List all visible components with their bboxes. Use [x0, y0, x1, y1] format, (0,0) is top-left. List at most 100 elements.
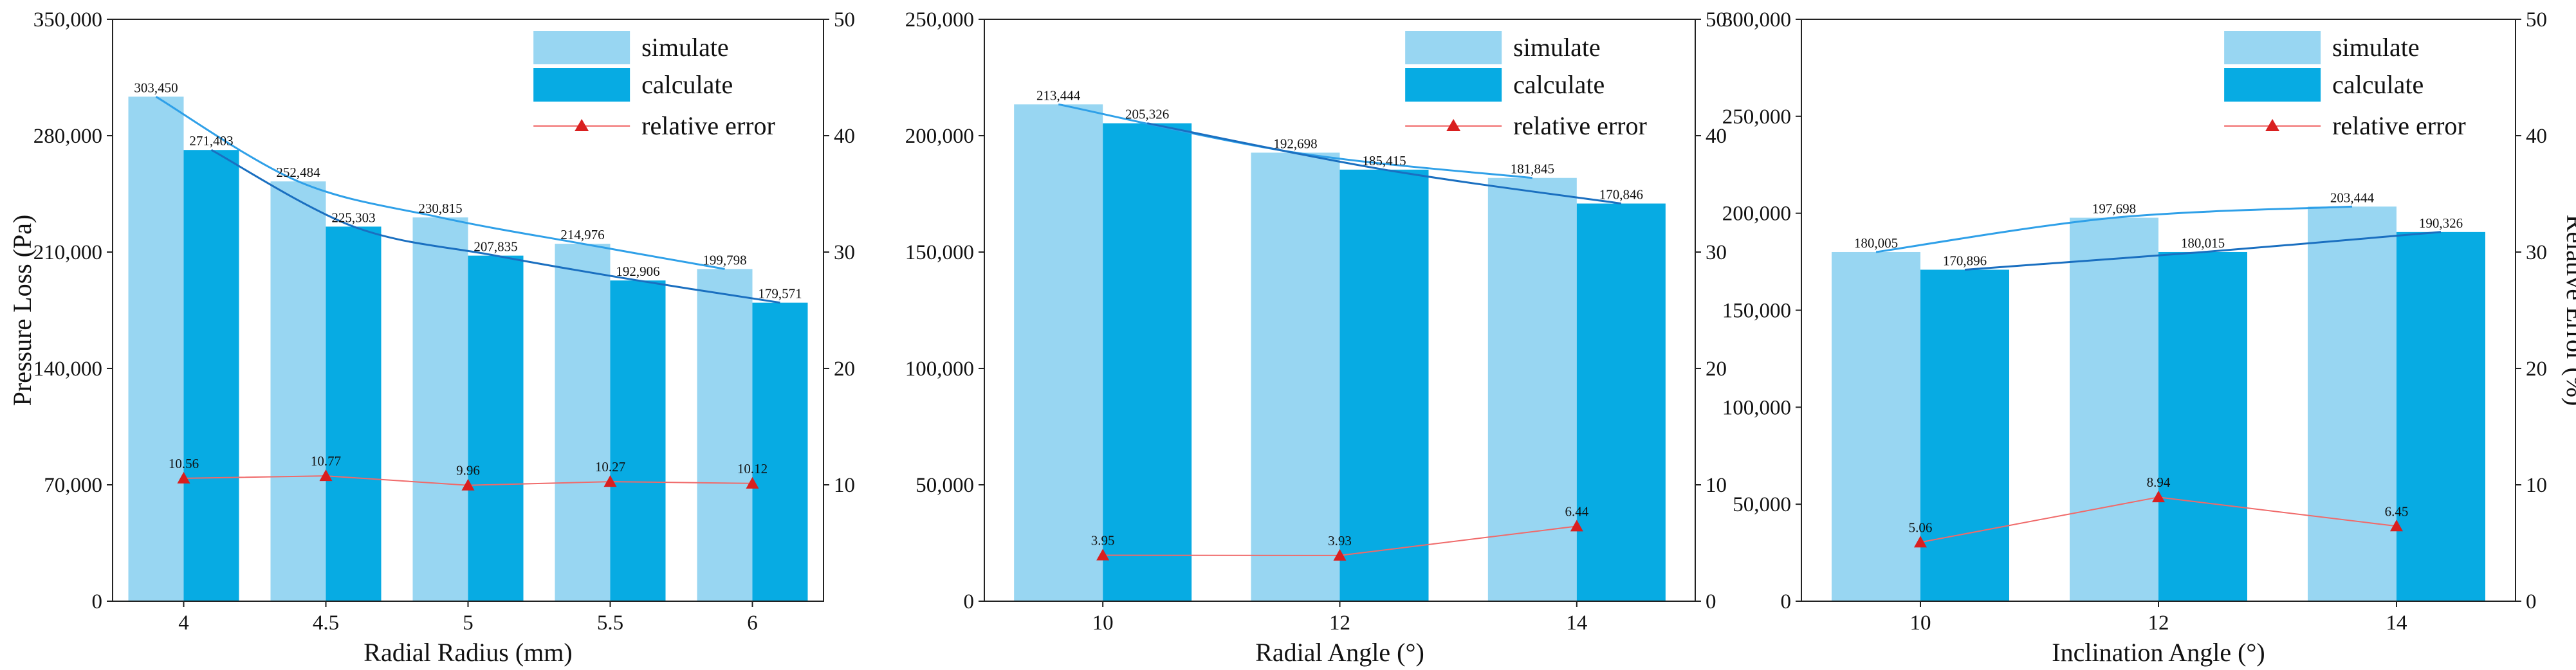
x-axis-label: Radial Angle (°)	[1255, 638, 1424, 667]
legend-marker-error	[2265, 119, 2280, 131]
error-marker	[1914, 536, 1927, 548]
x-axis-label: Radial Radius (mm)	[363, 638, 572, 667]
y2-tick-label: 30	[834, 241, 855, 264]
error-marker	[603, 475, 617, 487]
y-tick-label: 200,000	[905, 125, 974, 148]
bar-calculate	[326, 226, 382, 602]
error-marker	[1570, 520, 1583, 532]
x-tick-label: 6	[747, 611, 758, 635]
y2-tick-label: 40	[834, 125, 855, 148]
trend-line-simulate	[1875, 205, 2353, 253]
y-tick-label: 50,000	[1733, 493, 1791, 516]
legend-swatch-simulate	[1405, 31, 1502, 64]
bar-simulate	[697, 269, 753, 601]
y-tick-label: 250,000	[905, 8, 974, 32]
legend-label-error: relative error	[641, 111, 775, 140]
error-marker	[1333, 548, 1347, 561]
bar-calculate	[752, 302, 808, 601]
data-label-calculate: 179,571	[758, 286, 802, 302]
legend-label-error: relative error	[2332, 111, 2466, 140]
bar-calculate	[183, 150, 239, 602]
x-axis-label: Inclination Angle (°)	[2052, 638, 2265, 667]
bar-simulate	[270, 181, 326, 601]
y2-tick-label: 10	[2526, 474, 2547, 497]
x-tick-label: 12	[2148, 611, 2169, 635]
data-label-error: 3.95	[1091, 533, 1115, 548]
trend-line-calculate	[1964, 231, 2442, 271]
y-tick-label: 0	[1781, 590, 1792, 613]
y2-tick-label: 50	[1706, 8, 1727, 32]
legend-label-calculate: calculate	[641, 70, 733, 99]
data-label-calculate: 180,015	[2181, 235, 2225, 251]
error-marker	[319, 469, 333, 482]
bar-calculate	[610, 280, 666, 601]
y2-tick-label: 30	[1706, 241, 1727, 264]
bar-simulate	[1832, 251, 1920, 601]
error-marker	[1096, 548, 1110, 561]
legend-swatch-simulate	[533, 31, 630, 64]
y2-tick-label: 20	[834, 358, 855, 381]
bar-calculate	[468, 255, 524, 601]
data-label-error: 10.77	[311, 453, 341, 469]
bar-calculate	[1339, 169, 1429, 601]
x-tick-label: 10	[1092, 611, 1114, 635]
error-marker	[746, 476, 759, 489]
y-tick-label: 200,000	[1722, 203, 1791, 226]
legend-label-error: relative error	[1513, 111, 1647, 140]
legend-swatch-calculate	[2224, 68, 2321, 102]
bar-calculate	[1103, 123, 1192, 602]
bar-simulate	[412, 217, 468, 601]
trend-line-calculate	[1146, 122, 1622, 204]
legend-label-simulate: simulate	[641, 33, 729, 62]
y-tick-label: 300,000	[1722, 8, 1791, 32]
y2-tick-label: 40	[1706, 125, 1727, 148]
legend-label-calculate: calculate	[1513, 70, 1605, 99]
y2-tick-label: 50	[2526, 8, 2547, 32]
y2-tick-label: 40	[2526, 125, 2547, 148]
y-tick-label: 70,000	[44, 474, 102, 497]
data-label-calculate: 271,403	[189, 133, 233, 149]
legend-swatch-calculate	[533, 68, 630, 102]
x-tick-label: 14	[1566, 611, 1587, 635]
y2-tick-label: 50	[834, 8, 855, 32]
error-marker	[2152, 491, 2165, 503]
legend-marker-error	[575, 119, 589, 131]
y-tick-label: 210,000	[33, 241, 102, 264]
trend-line-simulate	[155, 96, 725, 270]
data-label-calculate: 205,326	[1125, 107, 1169, 122]
y-tick-label: 0	[92, 590, 103, 613]
y-tick-label: 150,000	[1722, 300, 1791, 323]
legend-marker-error	[1446, 119, 1461, 131]
bar-calculate	[1576, 203, 1666, 601]
bar-simulate	[555, 244, 611, 601]
y-tick-label: 100,000	[1722, 396, 1791, 419]
data-label-calculate: 207,835	[474, 239, 517, 255]
legend-swatch-simulate	[2224, 31, 2321, 64]
error-marker	[461, 478, 475, 491]
data-label-error: 10.56	[169, 456, 199, 471]
y2-tick-label: 10	[834, 474, 855, 497]
data-label-calculate: 170,896	[1943, 253, 1987, 268]
y-tick-label: 250,000	[1722, 105, 1791, 129]
data-label-simulate: 180,005	[1854, 235, 1898, 251]
bar-calculate	[2158, 251, 2247, 602]
error-marker	[2390, 520, 2403, 532]
y-tick-label: 280,000	[33, 125, 102, 148]
data-label-simulate: 192,698	[1273, 136, 1317, 151]
chart-panel-2: 213,444 205,326 192,698 185,415 181,845 170,8…	[905, 8, 1727, 667]
x-tick-label: 5.5	[597, 611, 623, 635]
chart-panel-3: 180,005 170,896 197,698 180,015 203,444 190,3…	[1722, 8, 2576, 667]
legend-label-calculate: calculate	[2332, 70, 2424, 99]
trend-line-calculate	[210, 149, 780, 304]
y-tick-label: 150,000	[905, 241, 974, 264]
y-tick-label: 50,000	[915, 474, 974, 497]
y2-tick-label: 10	[1706, 474, 1727, 497]
bar-simulate	[1014, 104, 1103, 602]
y-tick-label: 0	[964, 590, 975, 613]
error-marker	[177, 471, 190, 484]
data-label-error: 5.06	[1909, 520, 1933, 535]
data-label-error: 10.27	[595, 459, 625, 475]
data-label-simulate: 252,484	[276, 165, 320, 180]
x-tick-label: 10	[1910, 611, 1931, 635]
